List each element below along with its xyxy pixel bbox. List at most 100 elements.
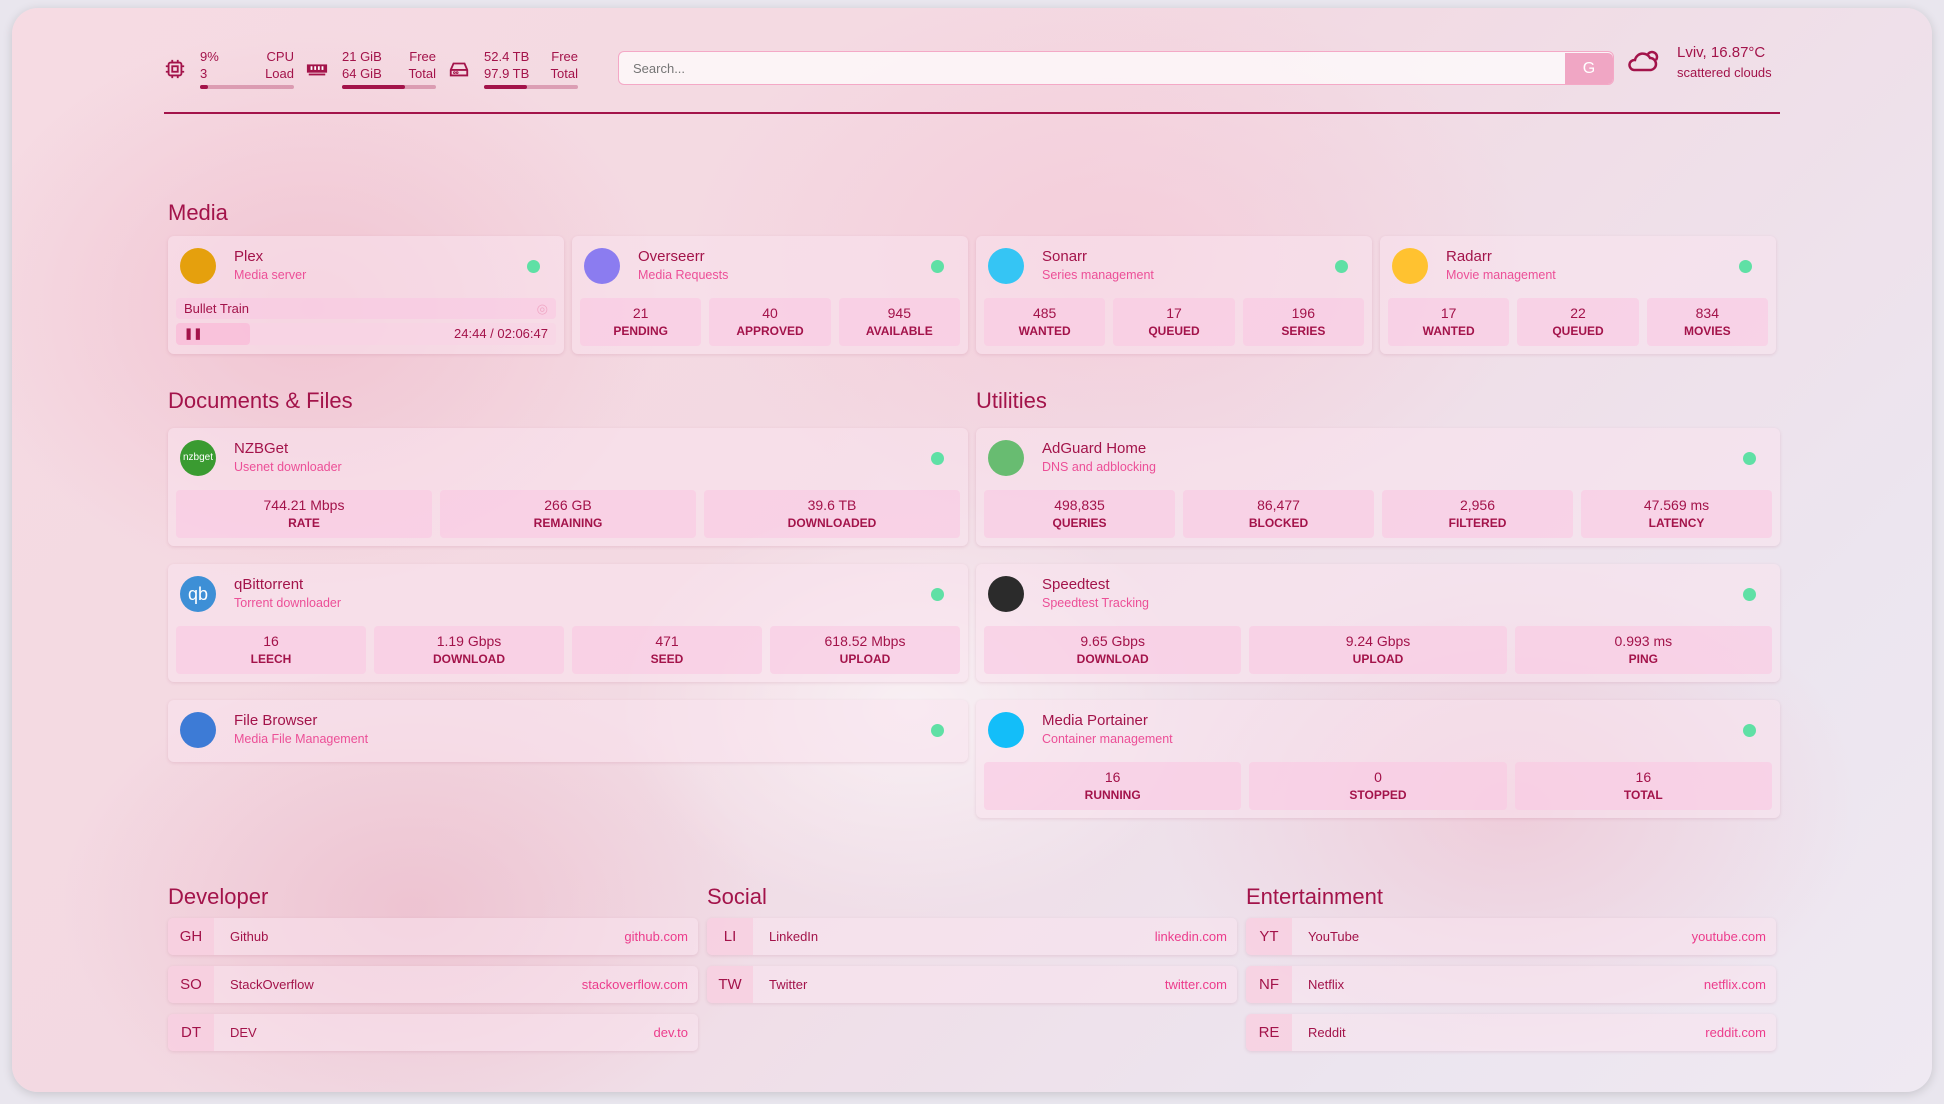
search-button[interactable]: G <box>1565 53 1613 84</box>
stat-value: 196 <box>1291 305 1315 321</box>
stat-label: WANTED <box>1018 324 1071 338</box>
bookmark-group-title: Social <box>707 884 767 909</box>
memory-bar <box>342 85 436 89</box>
info-icon[interactable]: ◎ <box>536 301 548 316</box>
bookmark-url[interactable]: linkedin.com <box>1154 929 1227 944</box>
sonarr-icon <box>988 248 1024 284</box>
stats-row: 9.65 Gbps DOWNLOAD 9.24 Gbps UPLOAD 0.993 ms… <box>984 626 1772 674</box>
status-indicator <box>527 260 540 273</box>
stat-value: 22 <box>1570 305 1586 321</box>
service-card-sonarr[interactable]: Sonarr Series management 485 WANTED 17 QUEUED… <box>976 236 1372 354</box>
bookmark-name: Reddit <box>1308 1025 1346 1040</box>
bookmark-youtube[interactable]: YT YouTube youtube.com <box>1246 918 1776 955</box>
stat-leech: 16 LEECH <box>176 626 366 674</box>
bookmark-name: Twitter <box>769 977 808 992</box>
cpu-label: CPU <box>266 49 294 64</box>
stat-label: LEECH <box>250 652 292 666</box>
stat-value: 21 <box>632 305 649 321</box>
stat-downloaded: 39.6 TB DOWNLOADED <box>704 490 960 538</box>
bookmark-abbr: RE <box>1246 1014 1292 1051</box>
stat-label: PENDING <box>613 324 668 338</box>
adguard-home-icon <box>988 440 1024 476</box>
stat-running: 16 RUNNING <box>984 762 1242 810</box>
service-description: Media File Management <box>234 732 369 746</box>
service-description: Container management <box>1042 732 1173 746</box>
bookmark-github[interactable]: GH Github github.com <box>168 918 698 955</box>
service-card-overseerr[interactable]: Overseerr Media Requests 21 PENDING 40 APPROV… <box>572 236 968 354</box>
bookmark-url[interactable]: stackoverflow.com <box>581 977 688 992</box>
header-divider <box>164 112 1780 114</box>
service-card-radarr[interactable]: Radarr Movie management 17 WANTED 22 QUEUED 83… <box>1380 236 1776 354</box>
bookmark-url[interactable]: reddit.com <box>1705 1025 1766 1040</box>
bookmark-netflix[interactable]: NF Netflix netflix.com <box>1246 966 1776 1003</box>
overseerr-icon <box>584 248 620 284</box>
stat-value: 16 <box>263 633 279 649</box>
stat-pending: 21 PENDING <box>580 298 702 346</box>
bookmark-url[interactable]: dev.to <box>653 1025 688 1040</box>
disk-widget: 52.4 TB 97.9 TB Free Total <box>484 48 578 89</box>
bookmark-url[interactable]: netflix.com <box>1703 977 1766 992</box>
stat-label: REMAINING <box>533 516 603 530</box>
service-description: Media server <box>234 268 307 282</box>
stat-queued: 22 QUEUED <box>1517 298 1639 346</box>
stat-label: UPLOAD <box>839 652 891 666</box>
bookmark-twitter[interactable]: TW Twitter twitter.com <box>707 966 1237 1003</box>
bookmark-url[interactable]: youtube.com <box>1691 929 1766 944</box>
service-card-speedtest[interactable]: Speedtest Speedtest Tracking 9.65 Gbps DOWN… <box>976 564 1780 682</box>
disk-sub: 97.9 TB <box>484 66 530 81</box>
stat-label: QUEUED <box>1552 324 1604 338</box>
playback-time: 24:44 / 02:06:47 <box>454 326 548 341</box>
service-card-adguard-home[interactable]: AdGuard Home DNS and adblocking 498,835 QUE… <box>976 428 1780 546</box>
bookmark-linkedin[interactable]: LI LinkedIn linkedin.com <box>707 918 1237 955</box>
stat-queued: 17 QUEUED <box>1113 298 1235 346</box>
weather-condition: scattered clouds <box>1677 65 1772 80</box>
service-name: qBittorrent <box>234 576 304 593</box>
status-indicator <box>931 260 944 273</box>
service-card-qbittorrent[interactable]: qb qBittorrent Torrent downloader 16 LEECH 1.… <box>168 564 968 682</box>
stat-label: FILTERED <box>1448 516 1507 530</box>
service-card-plex[interactable]: Plex Media server Bullet Train ◎ ❚❚ 24:44 / 0… <box>168 236 564 354</box>
search-input[interactable] <box>618 51 1614 85</box>
service-name: Plex <box>234 248 264 265</box>
bookmark-reddit[interactable]: RE Reddit reddit.com <box>1246 1014 1776 1051</box>
stat-label: MOVIES <box>1683 324 1731 338</box>
service-card-media-portainer[interactable]: Media Portainer Container management 16 RUN… <box>976 700 1780 818</box>
bookmark-url[interactable]: twitter.com <box>1164 977 1227 992</box>
section-title: Utilities <box>976 388 1047 413</box>
service-card-nzbget[interactable]: nzbget NZBGet Usenet downloader 744.21 Mbps… <box>168 428 968 546</box>
stat-value: 9.65 Gbps <box>1080 633 1145 649</box>
stat-value: 16 <box>1635 769 1652 785</box>
bookmark-stackoverflow[interactable]: SO StackOverflow stackoverflow.com <box>168 966 698 1003</box>
disk-value: 52.4 TB <box>484 49 530 64</box>
playback-bar[interactable]: ❚❚ 24:44 / 02:06:47 <box>176 323 556 345</box>
stat-label: APPROVED <box>736 324 804 338</box>
pause-icon[interactable]: ❚❚ <box>184 328 203 340</box>
bookmark-group-title: Developer <box>168 884 269 909</box>
stat-value: 9.24 Gbps <box>1345 633 1411 649</box>
bookmark-abbr: DT <box>168 1014 214 1051</box>
status-indicator <box>1739 260 1752 273</box>
stat-blocked: 86,477 BLOCKED <box>1183 490 1374 538</box>
stat-label: TOTAL <box>1623 788 1663 802</box>
stat-value: 2,956 <box>1459 497 1496 513</box>
stat-stopped: 0 STOPPED <box>1249 762 1507 810</box>
stats-row: 744.21 Mbps RATE 266 GB REMAINING 39.6 TB DOW… <box>176 490 960 538</box>
memory-label2: Total <box>408 66 436 81</box>
bookmark-group-title: Entertainment <box>1246 884 1383 909</box>
stat-movies: 834 MOVIES <box>1646 298 1768 346</box>
stat-filtered: 2,956 FILTERED <box>1382 490 1573 538</box>
service-card-file-browser[interactable]: File Browser Media File Management <box>168 700 968 762</box>
radarr-icon <box>1392 248 1428 284</box>
stat-label: PING <box>1628 652 1658 666</box>
bookmark-url[interactable]: github.com <box>624 929 688 944</box>
stat-label: QUERIES <box>1052 516 1107 530</box>
cpu-icon <box>165 59 185 79</box>
cpu-sub: 3 <box>200 66 208 81</box>
status-indicator <box>1743 588 1756 601</box>
stat-label: LATENCY <box>1648 516 1705 530</box>
stat-label: SEED <box>650 652 684 666</box>
bookmark-dev[interactable]: DT DEV dev.to <box>168 1014 698 1051</box>
stat-value: 834 <box>1695 305 1719 321</box>
stat-value: 744.21 Mbps <box>263 497 345 513</box>
stat-series: 196 SERIES <box>1242 298 1364 346</box>
